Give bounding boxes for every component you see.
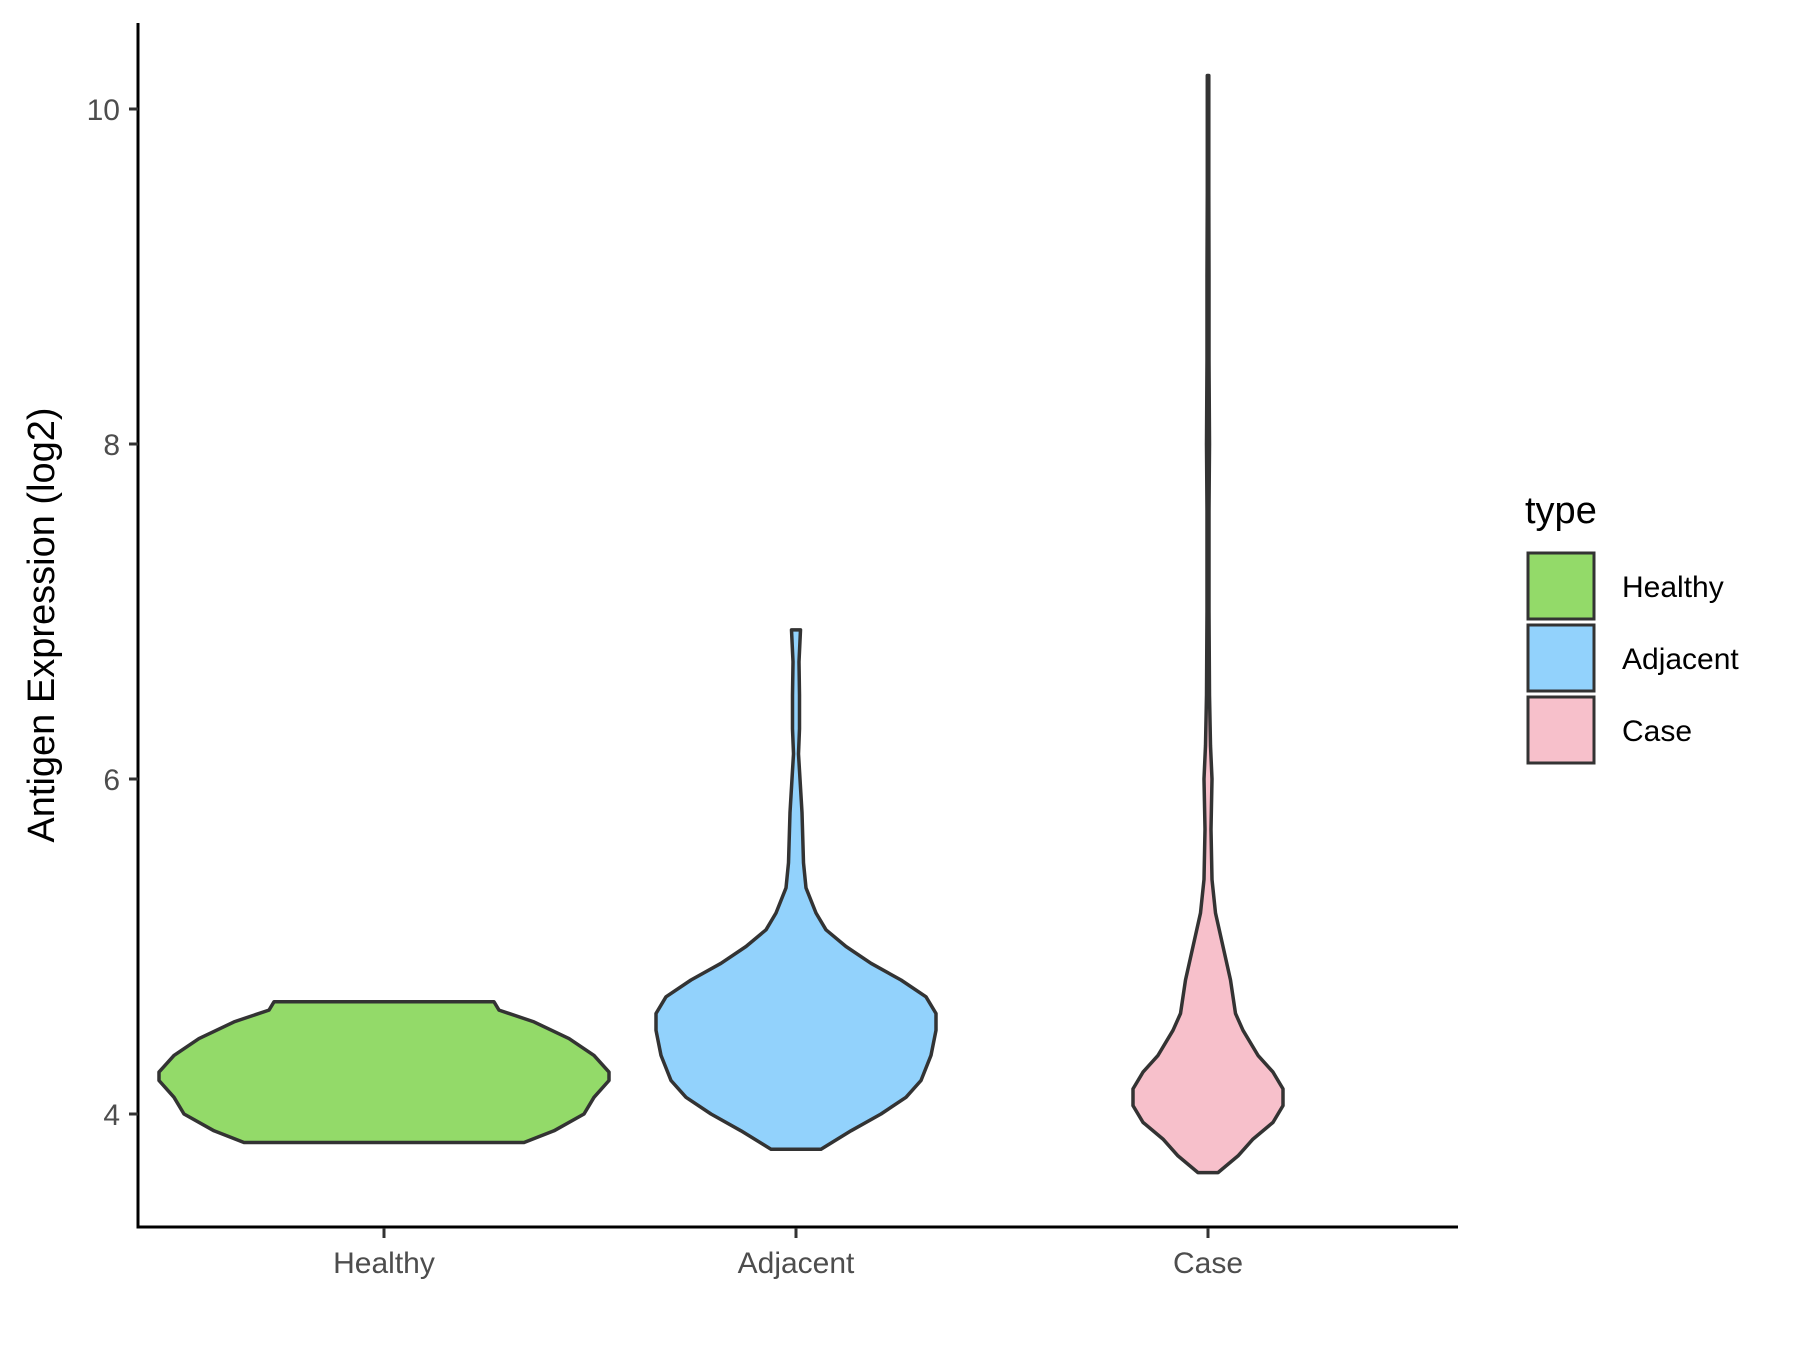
y-axis-title: Antigen Expression (log2) [21,407,63,842]
y-ticks-layer: 4 6 8 10 [87,94,138,1132]
violins-layer [157,73,1285,1175]
legend-entries: Healthy Adjacent Case [1526,551,1739,765]
violin-adjacent [654,628,938,1151]
axes-layer [136,23,1458,1229]
x-tick-label: Healthy [333,1247,435,1280]
legend-swatch-case [1526,695,1596,765]
y-tick-label: 10 [87,94,120,127]
x-tick-label: Case [1173,1247,1243,1280]
violin-case [1131,73,1285,1175]
x-ticks-layer: Healthy Adjacent Case [333,1228,1243,1280]
legend-label-healthy: Healthy [1622,571,1724,604]
legend-label-case: Case [1622,715,1692,748]
x-tick-label: Adjacent [738,1247,855,1280]
legend-label-adjacent: Adjacent [1622,643,1739,676]
legend-title: type [1525,490,1597,532]
violin-healthy [157,1000,611,1145]
y-tick-label: 4 [103,1099,120,1132]
y-tick-label: 6 [103,764,120,797]
legend-swatch-adjacent [1526,623,1596,693]
legend: type Healthy Adjacent Case [1525,490,1739,765]
y-tick-label: 8 [103,429,120,462]
legend-swatch-healthy [1526,551,1596,621]
